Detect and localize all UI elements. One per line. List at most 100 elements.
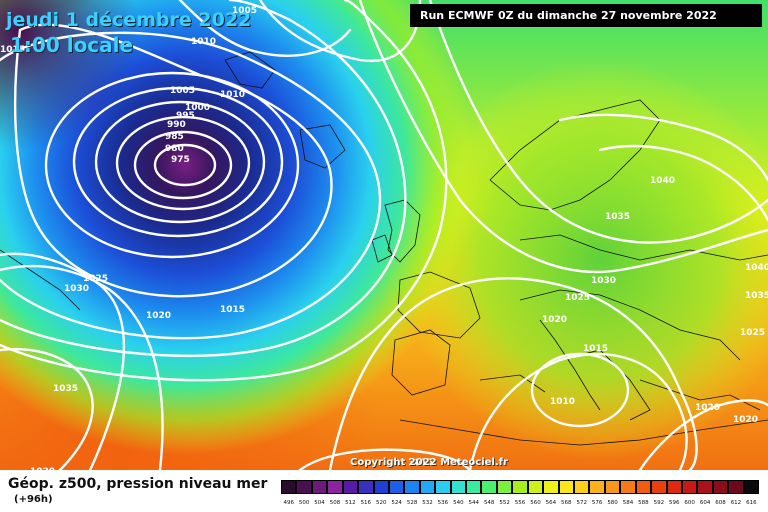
run-info: Run ECMWF 0Z du dimanche 27 novembre 202… [410, 4, 762, 27]
isobar-1010-tyrrhenian [530, 352, 630, 428]
scale-tick-580: 580 [607, 500, 618, 506]
isobar-label-1035: 1035 [745, 291, 768, 301]
isobar-label-1005: 1005 [232, 6, 257, 16]
isobar-label-1010: 1010 [550, 397, 575, 407]
isobar-label-1020: 1020 [30, 467, 55, 470]
scale-tick-564: 564 [545, 500, 557, 506]
scale-swatch-560 [527, 480, 544, 494]
scale-swatch-548 [481, 480, 497, 494]
scale-tick-520: 520 [375, 500, 387, 506]
scale-swatch-600 [681, 480, 698, 494]
scale-swatch-536 [435, 480, 451, 494]
copyright: Copyright 2022 Meteociel.fr [350, 457, 508, 468]
scale-tick-544: 544 [468, 500, 480, 506]
isobar-1040-east [598, 144, 768, 222]
legend-footer: Géop. z500, pression niveau mer (+96h) 4… [0, 470, 768, 512]
isobar-1030-center [428, 0, 768, 244]
isobar-label-990: 990 [167, 120, 186, 130]
scale-tick-600: 600 [684, 500, 695, 506]
scale-swatch-524 [388, 480, 405, 494]
isobar-1020-center [328, 277, 698, 470]
valid-date: jeudi 1 décembre 2022 [6, 9, 252, 31]
scale-swatch-592 [651, 480, 667, 494]
isobar-1015-bottom [298, 448, 472, 470]
scale-tick-556: 556 [514, 500, 526, 506]
scale-swatch-576 [589, 480, 605, 494]
isobar-label-1015: 1015 [0, 45, 25, 55]
scale-tick-508: 508 [329, 500, 341, 506]
isobar-1015-west [0, 0, 407, 358]
isobar-lines [0, 0, 768, 470]
scale-tick-516: 516 [360, 500, 372, 506]
isobar-label-1010: 1010 [191, 37, 216, 47]
scale-tick-592: 592 [653, 500, 665, 506]
scale-tick-548: 548 [483, 500, 495, 506]
scale-swatch-552 [496, 480, 513, 494]
scale-tick-604: 604 [699, 500, 711, 506]
isobar-label-1020: 1020 [733, 415, 758, 425]
isobar-1025-center [358, 0, 768, 274]
scale-swatch-612 [728, 480, 744, 494]
legend-title: Géop. z500, pression niveau mer [8, 476, 268, 492]
scale-tick-596: 596 [669, 500, 680, 506]
isobar-label-1035: 1035 [605, 212, 630, 222]
isobar-label-1025: 1025 [740, 328, 765, 338]
scale-tick-536: 536 [437, 500, 449, 506]
isobar-label-1025: 1025 [565, 293, 590, 303]
scale-swatch-608 [712, 480, 729, 494]
isobar-label-995: 995 [176, 111, 195, 121]
scale-swatch-532 [419, 480, 436, 494]
scale-swatch-584 [620, 480, 636, 494]
valid-time: 1:00 locale [10, 33, 134, 57]
scale-swatch-588 [635, 480, 652, 494]
scale-swatch-580 [604, 480, 621, 494]
scale-tick-552: 552 [499, 500, 510, 506]
isobar-label-1020: 1020 [695, 403, 720, 413]
isobar-990 [94, 100, 266, 224]
isobar-label-1030: 1030 [591, 276, 616, 286]
isobar-1035-sw [0, 347, 94, 470]
scale-tick-532: 532 [422, 500, 433, 506]
scale-tick-496: 496 [283, 500, 294, 506]
isobar-995 [72, 86, 284, 238]
scale-tick-524: 524 [391, 500, 402, 506]
scale-swatch-504 [311, 480, 328, 494]
isobar-1030-west [0, 252, 126, 470]
scale-tick-560: 560 [530, 500, 541, 506]
isobar-label-1000: 1000 [185, 103, 210, 113]
isobar-1035-east [558, 113, 768, 182]
scale-swatch-604 [697, 480, 713, 494]
isobar-1010 [0, 31, 382, 340]
scale-tick-504: 504 [314, 500, 325, 506]
isobar-980 [133, 130, 233, 200]
isobar-975 [153, 143, 217, 187]
scale-swatch-528 [404, 480, 420, 494]
scale-tick-512: 512 [345, 500, 356, 506]
scale-swatch-556 [512, 480, 528, 494]
scale-tick-572: 572 [576, 500, 587, 506]
scale-swatch-520 [373, 480, 389, 494]
scale-swatch-496 [281, 480, 297, 494]
isobar-label-1025: 1025 [83, 274, 108, 284]
scale-tick-500: 500 [298, 500, 310, 506]
scale-swatch-500 [296, 480, 312, 494]
scale-tick-588: 588 [638, 500, 649, 506]
isobar-1005 [13, 23, 333, 298]
isobar-1020-se [638, 399, 768, 470]
legend-subtitle: (+96h) [14, 494, 53, 505]
isobar-label-980: 980 [165, 144, 184, 154]
isobar-label-1030: 1030 [64, 284, 89, 294]
isobar-label-1040: 1040 [745, 263, 768, 273]
scale-tick-540: 540 [453, 500, 464, 506]
isobar-label-1035: 1035 [53, 384, 78, 394]
scale-tick-568: 568 [561, 500, 572, 506]
scale-swatch-512 [342, 480, 359, 494]
isobar-label-1005: 1005 [170, 86, 195, 96]
isobar-985 [115, 115, 251, 211]
isobar-label-1010: 1010 [220, 90, 245, 100]
isobar-north2 [258, 0, 422, 63]
isobar-label-975: 975 [171, 155, 190, 165]
